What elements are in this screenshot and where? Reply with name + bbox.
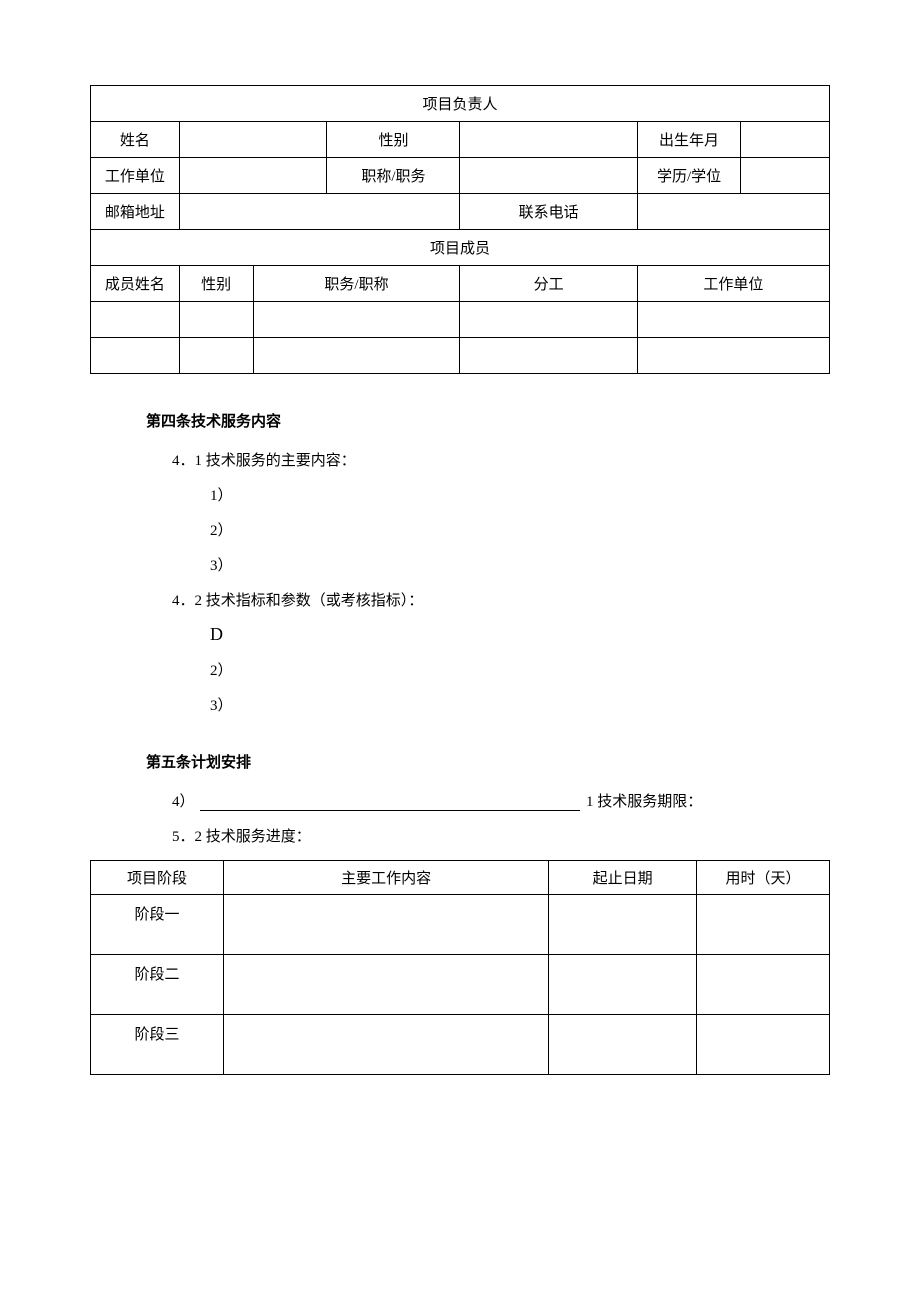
section4-sub2b: 2） — [90, 659, 830, 680]
project-leader-header: 项目负责人 — [91, 86, 830, 122]
section5-title: 第五条计划安排 — [90, 751, 830, 772]
schedule-row-1: 阶段一 — [91, 895, 830, 955]
schedule-phase-1: 阶段一 — [91, 895, 224, 955]
member-col-gender: 性别 — [179, 266, 253, 302]
project-members-header: 项目成员 — [91, 230, 830, 266]
section4-sub1: 1） — [90, 484, 830, 505]
label-phone: 联系电话 — [460, 194, 637, 230]
schedule-col-days: 用时（天） — [696, 861, 829, 895]
section4-sub2: 2） — [90, 519, 830, 540]
schedule-col-content: 主要工作内容 — [224, 861, 549, 895]
section5-item4-suffix: 1 技术服务期限： — [586, 794, 702, 810]
schedule-phase-2: 阶段二 — [91, 955, 224, 1015]
section4-title: 第四条技术服务内容 — [90, 410, 830, 431]
schedule-col-dates: 起止日期 — [549, 861, 697, 895]
underline-fill — [200, 810, 580, 811]
member-col-workunit: 工作单位 — [637, 266, 829, 302]
section4-item1: 4．1 技术服务的主要内容： — [90, 449, 830, 470]
schedule-row-3: 阶段三 — [91, 1015, 830, 1075]
schedule-col-phase: 项目阶段 — [91, 861, 224, 895]
label-workunit: 工作单位 — [91, 158, 180, 194]
section5-item4: 4） 1 技术服务期限： — [90, 790, 830, 811]
project-leader-members-table: 项目负责人 姓名 性别 出生年月 工作单位 职称/职务 学历/学位 邮箱地址 联… — [90, 85, 830, 374]
schedule-table: 项目阶段 主要工作内容 起止日期 用时（天） 阶段一 阶段二 阶段三 — [90, 860, 830, 1075]
member-row-1 — [91, 302, 830, 338]
schedule-row-2: 阶段二 — [91, 955, 830, 1015]
value-workunit — [179, 158, 327, 194]
value-email — [179, 194, 460, 230]
section4-sub3: 3） — [90, 554, 830, 575]
member-row-2 — [91, 338, 830, 374]
label-email: 邮箱地址 — [91, 194, 180, 230]
section5-item5: 5．2 技术服务进度： — [90, 825, 830, 846]
label-edu: 学历/学位 — [637, 158, 740, 194]
section5-item4-prefix: 4） — [172, 794, 195, 810]
member-col-name: 成员姓名 — [91, 266, 180, 302]
value-gender — [460, 122, 637, 158]
value-title — [460, 158, 637, 194]
label-title: 职称/职务 — [327, 158, 460, 194]
label-gender: 性别 — [327, 122, 460, 158]
member-col-role: 分工 — [460, 266, 637, 302]
label-dob: 出生年月 — [637, 122, 740, 158]
value-name — [179, 122, 327, 158]
value-dob — [741, 122, 830, 158]
schedule-phase-3: 阶段三 — [91, 1015, 224, 1075]
section4-item2: 4．2 技术指标和参数（或考核指标）： — [90, 589, 830, 610]
value-phone — [637, 194, 829, 230]
label-name: 姓名 — [91, 122, 180, 158]
value-edu — [741, 158, 830, 194]
section4-sub-d: D — [90, 624, 830, 645]
member-col-title: 职务/职称 — [253, 266, 460, 302]
section4-sub3b: 3） — [90, 694, 830, 715]
